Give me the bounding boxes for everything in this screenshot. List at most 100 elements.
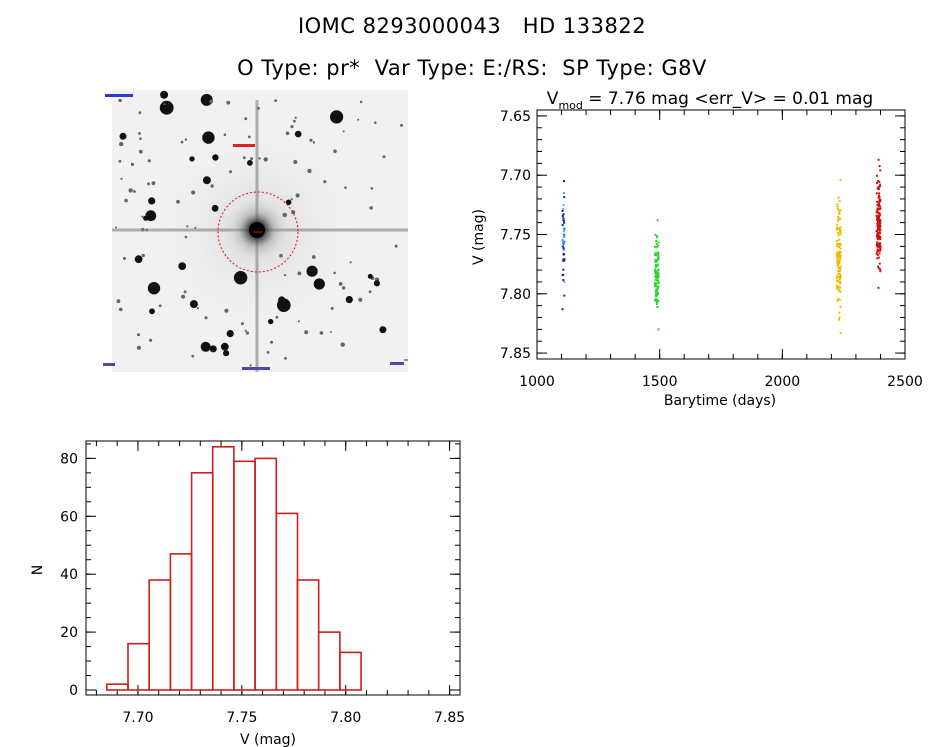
lightcurve-point <box>879 205 881 208</box>
lightcurve-point <box>879 242 882 245</box>
histogram-bar <box>339 651 362 691</box>
finder-star <box>116 299 121 304</box>
finder-star <box>344 186 347 189</box>
lightcurve-point <box>877 194 880 197</box>
lightcurve-point <box>878 231 881 234</box>
lightcurve-point <box>876 243 879 246</box>
lightcurve-point <box>879 169 882 172</box>
lightcurve-x-axis-label: Barytime (days) <box>664 393 776 409</box>
lightcurve-point <box>655 288 658 291</box>
finder-star <box>119 132 127 140</box>
lightcurve-point <box>657 300 660 303</box>
lightcurve-point <box>655 285 658 288</box>
lightcurve-point <box>561 274 564 277</box>
lightcurve-point <box>878 244 881 247</box>
lightcurve-point <box>877 234 880 237</box>
finder-star <box>294 116 297 119</box>
lightcurve-point <box>655 236 658 239</box>
lightcurve-point <box>654 233 657 236</box>
finder-star <box>359 100 363 104</box>
lightcurve-point <box>654 245 656 248</box>
lightcurve-point <box>879 220 882 223</box>
lightcurve-point <box>562 249 565 252</box>
lightcurve-point <box>838 278 841 281</box>
lightcurve-point <box>655 295 658 298</box>
lightcurve-point <box>562 208 565 210</box>
lightcurve-point <box>876 245 879 248</box>
finder-star <box>226 330 234 338</box>
finder-star <box>233 271 248 285</box>
lightcurve-point <box>839 243 842 246</box>
lightcurve-point <box>563 230 565 233</box>
finder-star <box>119 141 124 147</box>
lightcurve-point <box>654 252 657 255</box>
finder-star <box>163 103 166 106</box>
lightcurve-point <box>878 249 881 252</box>
finder-star-field <box>115 90 403 367</box>
lightcurve-point <box>839 290 842 293</box>
lightcurve-point <box>657 254 660 257</box>
finder-star <box>226 100 231 105</box>
finder-star <box>160 90 169 99</box>
lightcurve-point <box>657 281 660 284</box>
lightcurve-point <box>876 248 879 251</box>
finder-star <box>141 215 144 218</box>
lightcurve-point <box>879 229 882 232</box>
lightcurve-point <box>838 213 841 215</box>
lightcurve-point <box>837 255 840 258</box>
finder-star <box>210 184 214 188</box>
lightcurve-y-tick-label: 7.75 <box>500 228 531 244</box>
histogram-bar <box>211 445 235 691</box>
finder-star <box>263 157 268 162</box>
lightcurve-point <box>877 220 879 223</box>
finder-star <box>274 99 278 102</box>
lightcurve-point <box>656 246 659 249</box>
lightcurve-point <box>563 234 566 237</box>
histogram-bar <box>106 683 129 691</box>
lightcurve-point <box>878 224 880 227</box>
lightcurve-point <box>563 221 566 224</box>
finder-star <box>278 296 286 304</box>
finder-star <box>180 140 184 144</box>
histogram-plot-frame <box>85 440 461 696</box>
finder-star <box>307 168 312 174</box>
lightcurve-point <box>836 286 839 289</box>
histogram-x-tick-label: 7.75 <box>226 710 257 726</box>
lightcurve-point <box>879 232 882 235</box>
finder-star <box>319 331 324 335</box>
lightcurve-point <box>562 268 565 271</box>
finder-star <box>311 255 316 259</box>
lightcurve-point <box>878 237 881 240</box>
finder-star <box>374 121 377 124</box>
finder-star <box>118 159 122 163</box>
lightcurve-point <box>657 272 660 275</box>
finder-star <box>333 149 337 153</box>
lightcurve-point <box>657 273 660 276</box>
lightcurve-point <box>838 211 841 214</box>
finder-star <box>283 274 286 277</box>
histogram-bar <box>296 579 320 691</box>
finder-star <box>139 137 142 140</box>
lightcurve-point <box>561 245 564 248</box>
finder-star <box>134 255 143 264</box>
histogram-axes: 7.70 7.75 7.80 7.85 0 20 40 60 80 <box>60 441 465 726</box>
lightcurve-point <box>835 240 838 242</box>
lightcurve-points <box>561 158 882 334</box>
lightcurve-point <box>879 270 882 273</box>
finder-star <box>220 342 229 351</box>
histogram-y-tick-label: 20 <box>60 625 78 641</box>
lightcurve-point <box>837 252 840 255</box>
lightcurve-point <box>836 253 839 256</box>
lightcurve-point <box>839 331 842 334</box>
finder-star <box>249 364 252 367</box>
lightcurve-point <box>656 219 659 222</box>
lightcurve-point <box>657 269 660 271</box>
lightcurve-point <box>839 251 842 254</box>
lightcurve-point <box>561 224 564 227</box>
lightcurve-point <box>836 228 838 231</box>
finder-star <box>178 262 187 270</box>
lightcurve-point <box>838 288 841 291</box>
lightcurve-point <box>562 259 565 262</box>
lightcurve-point <box>563 196 566 199</box>
finder-star <box>202 176 211 185</box>
